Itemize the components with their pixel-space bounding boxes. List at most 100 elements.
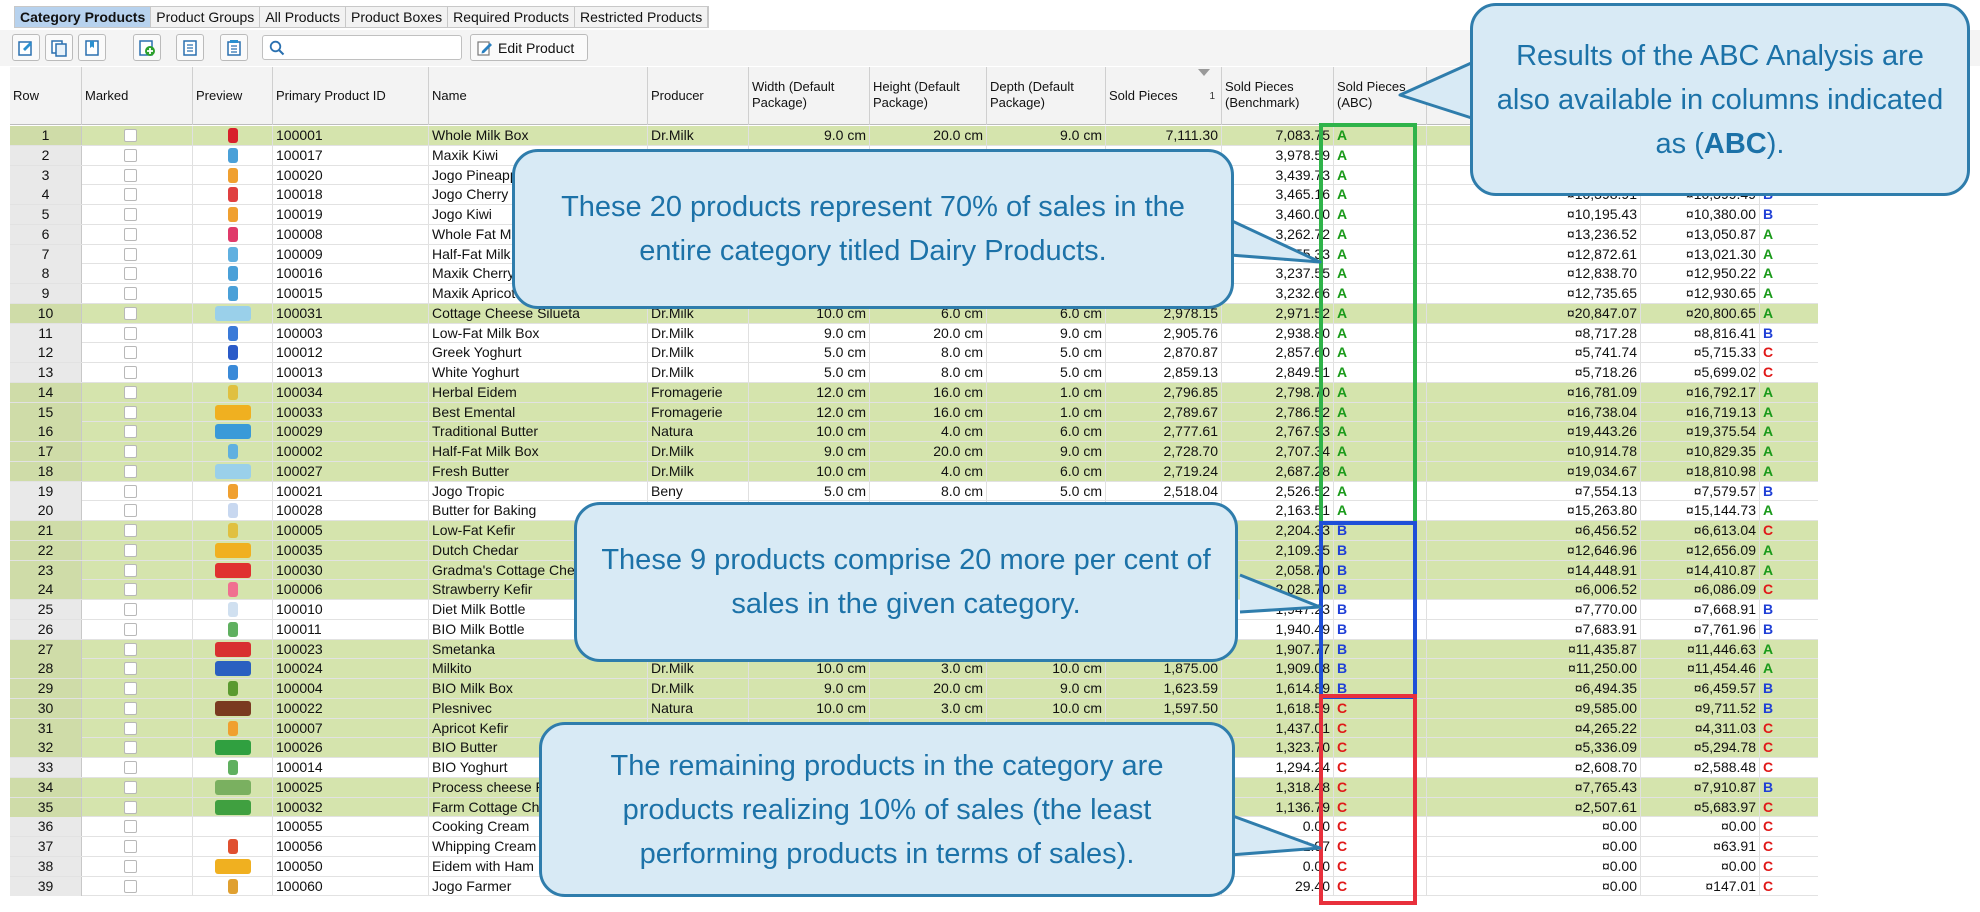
cell-marked bbox=[82, 856, 193, 876]
cell-sold-benchmark: 3,460.00 bbox=[1222, 205, 1334, 224]
table-row[interactable]: 13 100013 White Yoghurt Dr.Milk 5.0 cm 8.0 cm… bbox=[10, 363, 1818, 383]
col-marked[interactable]: Marked bbox=[82, 67, 193, 125]
marked-checkbox[interactable] bbox=[124, 524, 137, 537]
marked-checkbox[interactable] bbox=[124, 800, 137, 814]
tab-restricted-products[interactable]: Restricted Products bbox=[575, 7, 709, 27]
search-input[interactable] bbox=[291, 38, 456, 57]
table-row[interactable]: 19 100021 Jogo Tropic Beny 5.0 cm 8.0 cm 5.0 c… bbox=[10, 481, 1818, 502]
marked-checkbox[interactable] bbox=[124, 504, 137, 518]
add-icon[interactable] bbox=[133, 34, 161, 61]
col-preview[interactable]: Preview bbox=[193, 67, 273, 125]
col-sold-abc[interactable]: Sold Pieces (ABC) bbox=[1334, 67, 1427, 125]
marked-checkbox[interactable] bbox=[124, 267, 137, 281]
col-sold[interactable]: Sold Pieces 1 bbox=[1106, 67, 1222, 125]
edit-icon[interactable] bbox=[12, 34, 40, 61]
marked-checkbox[interactable] bbox=[124, 306, 137, 320]
table-row[interactable]: 11 100003 Low-Fat Milk Box Dr.Milk 9.0 cm 20.… bbox=[10, 323, 1818, 344]
marked-checkbox[interactable] bbox=[124, 227, 137, 241]
cell-sold-benchmark: 3,465.16 bbox=[1222, 185, 1334, 205]
marked-checkbox[interactable] bbox=[124, 820, 137, 834]
cell-value-abc: B bbox=[1763, 620, 1774, 637]
col-sold-benchmark[interactable]: Sold Pieces (Benchmark) bbox=[1222, 67, 1334, 125]
marked-checkbox[interactable] bbox=[124, 484, 137, 498]
list-icon[interactable] bbox=[176, 34, 204, 61]
table-row[interactable]: 29 100004 BIO Milk Box Dr.Milk 9.0 cm 20.0 cm… bbox=[10, 679, 1818, 699]
marked-checkbox[interactable] bbox=[124, 622, 137, 636]
tab-product-groups[interactable]: Product Groups bbox=[151, 7, 261, 27]
table-row[interactable]: 1 100001 Whole Milk Box Dr.Milk 9.0 cm 20.0 c… bbox=[10, 126, 1818, 146]
marked-checkbox[interactable] bbox=[124, 247, 137, 261]
search-field[interactable] bbox=[262, 35, 462, 60]
marked-checkbox[interactable] bbox=[124, 148, 137, 162]
tab-product-boxes[interactable]: Product Boxes bbox=[346, 7, 449, 27]
product-thumbnail bbox=[215, 404, 251, 420]
marked-checkbox[interactable] bbox=[124, 642, 137, 656]
marked-checkbox[interactable] bbox=[124, 721, 137, 735]
table-row[interactable]: 17 100002 Half-Fat Milk Box Dr.Milk 9.0 cm 20… bbox=[10, 442, 1818, 462]
marked-checkbox[interactable] bbox=[124, 583, 137, 597]
cell-preview bbox=[193, 165, 273, 185]
marked-checkbox[interactable] bbox=[124, 385, 137, 399]
cell-marked bbox=[82, 619, 193, 639]
marked-checkbox[interactable] bbox=[124, 543, 137, 557]
tab-all-products[interactable]: All Products bbox=[260, 7, 347, 27]
bookmark-icon[interactable] bbox=[78, 34, 106, 61]
cell-sold-benchmark: 1,294.24 bbox=[1222, 758, 1334, 777]
marked-checkbox[interactable] bbox=[124, 129, 137, 142]
marked-checkbox[interactable] bbox=[124, 662, 137, 676]
cell-primary-id: 100060 bbox=[273, 876, 429, 896]
cell-preview bbox=[193, 323, 273, 343]
col-row[interactable]: Row bbox=[10, 67, 82, 125]
col-name[interactable]: Name bbox=[429, 67, 648, 125]
table-row[interactable]: 16 100029 Traditional Butter Natura 10.0 cm 4… bbox=[10, 422, 1818, 442]
edit-product-button[interactable]: Edit Product bbox=[470, 34, 588, 61]
tab-category-products[interactable]: Category Products bbox=[15, 7, 152, 27]
row-number: 28 bbox=[10, 659, 82, 679]
marked-checkbox[interactable] bbox=[124, 326, 137, 340]
marked-checkbox[interactable] bbox=[124, 346, 137, 360]
delete-icon[interactable] bbox=[220, 34, 248, 61]
marked-checkbox[interactable] bbox=[124, 287, 137, 300]
marked-checkbox[interactable] bbox=[124, 859, 137, 873]
cell-sold-benchmark: 2,798.70 bbox=[1222, 382, 1334, 402]
col-depth[interactable]: Depth (Default Package) bbox=[987, 67, 1106, 125]
marked-checkbox[interactable] bbox=[124, 425, 137, 439]
cell-value-2: ¤11,454.46 bbox=[1641, 659, 1760, 679]
table-row[interactable]: 9 100015 Maxik Apricot 3,232.66 ¤12,735.65 ¤1… bbox=[10, 284, 1818, 304]
col-producer[interactable]: Producer bbox=[648, 67, 749, 125]
cell-primary-id: 100001 bbox=[273, 126, 429, 145]
marked-checkbox[interactable] bbox=[124, 366, 137, 379]
table-row[interactable]: 18 100027 Fresh Butter Dr.Milk 10.0 cm 4.0 cm… bbox=[10, 461, 1818, 482]
table-row[interactable]: 12 100012 Greek Yoghurt Dr.Milk 5.0 cm 8.0 cm… bbox=[10, 343, 1818, 363]
table-row[interactable]: 14 100034 Herbal Eidem Fromagerie 12.0 cm 16.… bbox=[10, 382, 1818, 403]
marked-checkbox[interactable] bbox=[124, 445, 137, 458]
cell-sold-abc: A bbox=[1334, 461, 1427, 481]
marked-checkbox[interactable] bbox=[124, 464, 137, 478]
col-width[interactable]: Width (Default Package) bbox=[749, 67, 870, 125]
cell-primary-id: 100004 bbox=[273, 679, 429, 698]
marked-checkbox[interactable] bbox=[124, 208, 137, 221]
cell-value-abc: C bbox=[1763, 581, 1774, 598]
copy-icon[interactable] bbox=[45, 34, 73, 61]
marked-checkbox[interactable] bbox=[124, 603, 137, 616]
marked-checkbox[interactable] bbox=[124, 563, 137, 577]
col-primary-id[interactable]: Primary Product ID bbox=[273, 67, 429, 125]
marked-checkbox[interactable] bbox=[124, 761, 137, 774]
table-row[interactable]: 28 100024 Milkito Dr.Milk 10.0 cm 3.0 cm 10.0 … bbox=[10, 659, 1818, 679]
marked-checkbox[interactable] bbox=[124, 780, 137, 794]
marked-checkbox[interactable] bbox=[124, 741, 137, 755]
table-row[interactable]: 15 100033 Best Emental Fromagerie 12.0 cm 16.… bbox=[10, 402, 1818, 423]
cell-sold-benchmark: 1,618.59 bbox=[1222, 698, 1334, 718]
marked-checkbox[interactable] bbox=[124, 840, 137, 853]
col-height[interactable]: Height (Default Package) bbox=[870, 67, 987, 125]
tab-required-products[interactable]: Required Products bbox=[448, 7, 576, 27]
cell-value-2: ¤12,656.09 bbox=[1641, 540, 1760, 560]
marked-checkbox[interactable] bbox=[124, 188, 137, 202]
marked-checkbox[interactable] bbox=[124, 168, 137, 182]
marked-checkbox[interactable] bbox=[124, 682, 137, 695]
marked-checkbox[interactable] bbox=[124, 405, 137, 419]
marked-checkbox[interactable] bbox=[124, 879, 137, 893]
table-row[interactable]: 30 100022 Plesnivec Natura 10.0 cm 3.0 cm 10.0… bbox=[10, 698, 1818, 719]
marked-checkbox[interactable] bbox=[124, 701, 137, 715]
table-row[interactable]: 8 100016 Maxik Cherry 3,237.55 ¤12,838.70 ¤12… bbox=[10, 264, 1818, 284]
